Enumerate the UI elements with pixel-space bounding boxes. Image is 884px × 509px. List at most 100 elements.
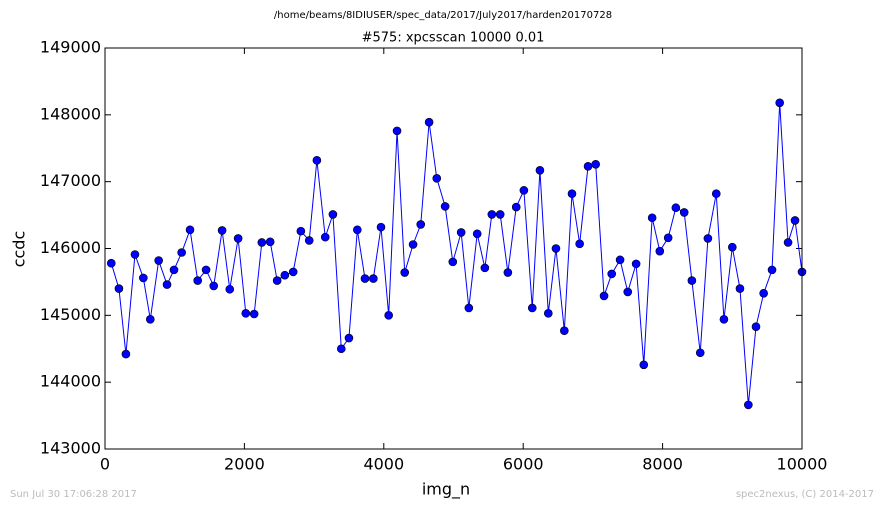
data-point [615,255,625,265]
data-point [511,202,521,212]
y-tick-label: 146000 [40,238,101,257]
data-point [591,159,600,169]
data-point [424,117,434,127]
data-point [751,322,761,331]
data-point [663,233,673,243]
chart-title: #575: xpcsscan 10000 0.01 [362,31,545,46]
data-point [759,288,768,298]
data-point [472,229,482,239]
data-point [392,126,402,136]
y-tick-label: 145000 [40,305,101,324]
y-tick-label: 143000 [40,439,101,458]
data-point [139,273,148,283]
footer-left: Sun Jul 30 17:06:28 2017 [10,489,137,500]
x-tick-label: 2000 [224,455,265,474]
data-point [790,216,800,225]
data-point [440,202,450,211]
data-point [106,258,116,268]
data-point [376,222,386,232]
data-point [328,210,338,219]
data-point [703,234,713,243]
data-point [384,311,393,320]
data-point [272,276,282,285]
data-point [408,240,418,249]
data-point [209,281,219,291]
data-point [288,267,298,277]
data-point [495,210,505,219]
data-point [280,270,290,280]
data-point [567,189,577,198]
data-point [177,248,186,257]
data-point [225,284,235,294]
data-point [767,265,777,275]
data-point [344,333,354,343]
data-point [623,287,633,297]
data-point [154,256,163,265]
suptitle: /home/beams/8IDIUSER/spec_data/2017/July… [274,10,612,21]
data-point [360,274,370,283]
data-point [233,234,243,243]
data-point [671,203,681,213]
data-point [711,189,721,198]
data-point [687,276,697,285]
data-point [744,400,753,410]
data-point [639,360,649,370]
data-point [583,161,593,171]
data-point [217,226,227,235]
data-point [647,213,657,223]
data-point [304,236,314,245]
data-point [631,259,641,269]
data-point [320,232,330,242]
x-tick-label: 4000 [363,455,404,474]
data-point [560,326,569,336]
data-point [735,284,745,293]
y-axis-label: ccdc [10,231,29,268]
data-point [121,349,131,359]
data-line [110,102,803,405]
data-point [416,220,426,229]
data-point [679,208,689,217]
data-point [432,174,442,183]
data-point [607,269,617,279]
data-point [527,303,537,313]
data-point [551,244,561,253]
data-point [535,166,545,175]
data-point [480,263,490,273]
data-point [719,315,729,324]
y-tick-label: 147000 [40,171,101,190]
data-point [241,309,251,318]
data-point [727,242,737,252]
data-point [519,186,529,195]
data-point [503,268,513,277]
plot-frame [104,47,803,450]
data-point [257,238,267,247]
data-point [130,250,140,259]
data-point [353,225,362,235]
data-point [185,225,195,235]
data-point [369,274,378,283]
data-point [783,238,793,247]
x-axis-label: img_n [422,480,470,500]
x-tick-label: 6000 [503,455,544,474]
data-point [599,291,609,301]
data-point [114,284,124,293]
data-point [146,315,155,324]
data-point [265,237,275,247]
data-point [336,344,346,354]
data-point [695,348,705,358]
data-point [169,265,179,275]
data-point [193,276,203,285]
data-point [448,257,458,267]
data-point [575,239,584,249]
data-point [296,226,306,236]
data-point [201,265,211,275]
data-point [655,246,665,256]
data-point [400,268,410,277]
data-point [464,303,474,313]
y-tick-label: 144000 [40,372,101,391]
x-tick-label: 8000 [642,455,683,474]
x-tick-label: 0 [100,455,110,474]
y-tick-label: 149000 [40,38,101,57]
